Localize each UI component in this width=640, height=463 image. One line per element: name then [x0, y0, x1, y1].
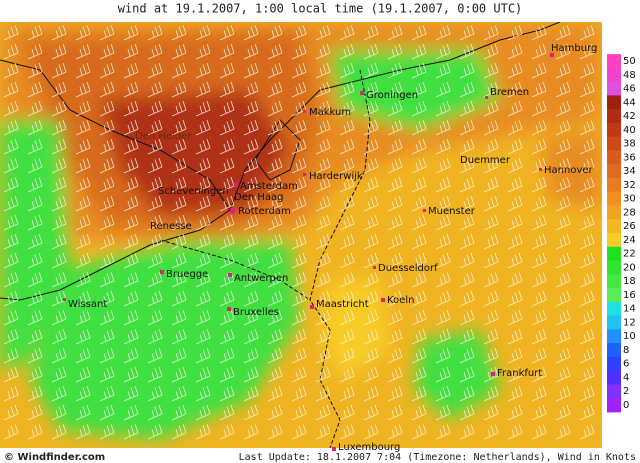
- city-label: Koeln: [387, 295, 414, 306]
- legend-label: 24: [623, 235, 636, 246]
- legend-band: [607, 81, 621, 96]
- city-label: Bruegge: [166, 269, 208, 280]
- legend-band: [607, 343, 621, 358]
- legend-band: [607, 246, 621, 262]
- legend-label: 10: [623, 331, 636, 342]
- city-label: Muenster: [428, 206, 476, 217]
- city-label: Duesseldorf: [378, 263, 438, 274]
- legend-band: [607, 150, 621, 165]
- legend-band: [607, 219, 621, 234]
- legend-band: [607, 274, 621, 289]
- legend-band: [607, 370, 621, 385]
- city-labels: Hamburg Groningen Bremen Makkum Den Held…: [68, 43, 597, 453]
- legend-band: [607, 122, 621, 138]
- legend-label: 42: [623, 111, 636, 122]
- city-label: Hamburg: [551, 43, 597, 54]
- legend-label: 30: [623, 194, 636, 205]
- legend-label: 50: [623, 56, 636, 67]
- legend-band: [607, 260, 621, 275]
- city-label: Den Haag: [234, 192, 284, 203]
- legend-band: [607, 136, 621, 151]
- legend-label: 8: [623, 345, 629, 356]
- legend-label: 44: [623, 97, 636, 108]
- legend-label: 38: [623, 139, 636, 150]
- legend-label: 28: [623, 207, 636, 218]
- legend-band: [607, 95, 621, 110]
- legend-label: 46: [623, 84, 636, 95]
- city-label: Luxembourg: [338, 442, 400, 453]
- brand: © Windfinder.com: [4, 452, 105, 463]
- legend-band: [607, 233, 621, 248]
- city-label: Makkum: [309, 107, 351, 118]
- legend-label: 6: [623, 359, 629, 370]
- legend-label: 26: [623, 221, 636, 232]
- legend: 5048464442403836343230282624222018161412…: [607, 54, 636, 413]
- city-label: Scheveningen: [158, 186, 229, 197]
- legend-band: [607, 109, 621, 124]
- legend-band: [607, 288, 621, 303]
- legend-label: 4: [623, 372, 629, 383]
- legend-label: 36: [623, 152, 636, 163]
- wind-barbs: [3, 24, 595, 440]
- legend-band: [607, 356, 621, 372]
- city-label: Wissant: [68, 299, 107, 310]
- legend-label: 40: [623, 125, 636, 136]
- legend-band: [607, 301, 621, 317]
- legend-band: [607, 177, 621, 193]
- legend-label: 34: [623, 166, 636, 177]
- legend-label: 0: [623, 400, 629, 411]
- city-markers: [63, 53, 554, 451]
- legend-band: [607, 315, 621, 330]
- city-label: Bremen: [490, 87, 529, 98]
- city-label: Frankfurt: [497, 368, 542, 379]
- legend-band: [607, 67, 621, 83]
- city-label: Antwerpen: [234, 273, 288, 284]
- city-label: Renesse: [150, 221, 192, 232]
- title: wind at 19.1.2007, 1:00 local time (19.1…: [118, 2, 523, 16]
- city-label: Den Helder: [135, 131, 192, 142]
- city-label: Amsterdam: [240, 181, 298, 192]
- legend-band: [607, 164, 621, 179]
- legend-label: 2: [623, 386, 629, 397]
- city-label: Hannover: [544, 165, 594, 176]
- city-label: Duemmer: [460, 155, 511, 166]
- barb-pattern: [3, 24, 595, 440]
- legend-label: 18: [623, 276, 636, 287]
- city-label: Harderwijk: [309, 171, 363, 182]
- legend-band: [607, 54, 621, 69]
- legend-band: [607, 205, 621, 220]
- legend-label: 22: [623, 249, 636, 260]
- city-label: Groningen: [366, 90, 418, 101]
- wind-field: [0, 22, 602, 448]
- legend-label: 12: [623, 317, 636, 328]
- city-label: Bruxelles: [233, 307, 279, 318]
- update-note: Last Update: 18.1.2007 7:04 (Timezone: N…: [239, 452, 636, 463]
- legend-label: 48: [623, 70, 636, 81]
- legend-band: [607, 329, 621, 344]
- legend-label: 14: [623, 304, 636, 315]
- legend-label: 20: [623, 262, 636, 273]
- legend-label: 16: [623, 290, 636, 301]
- legend-label: 32: [623, 180, 636, 191]
- city-label: Rotterdam: [238, 206, 291, 217]
- legend-band: [607, 191, 621, 206]
- legend-band: [607, 398, 621, 413]
- city-label: Maastricht: [316, 299, 369, 310]
- legend-band: [607, 384, 621, 399]
